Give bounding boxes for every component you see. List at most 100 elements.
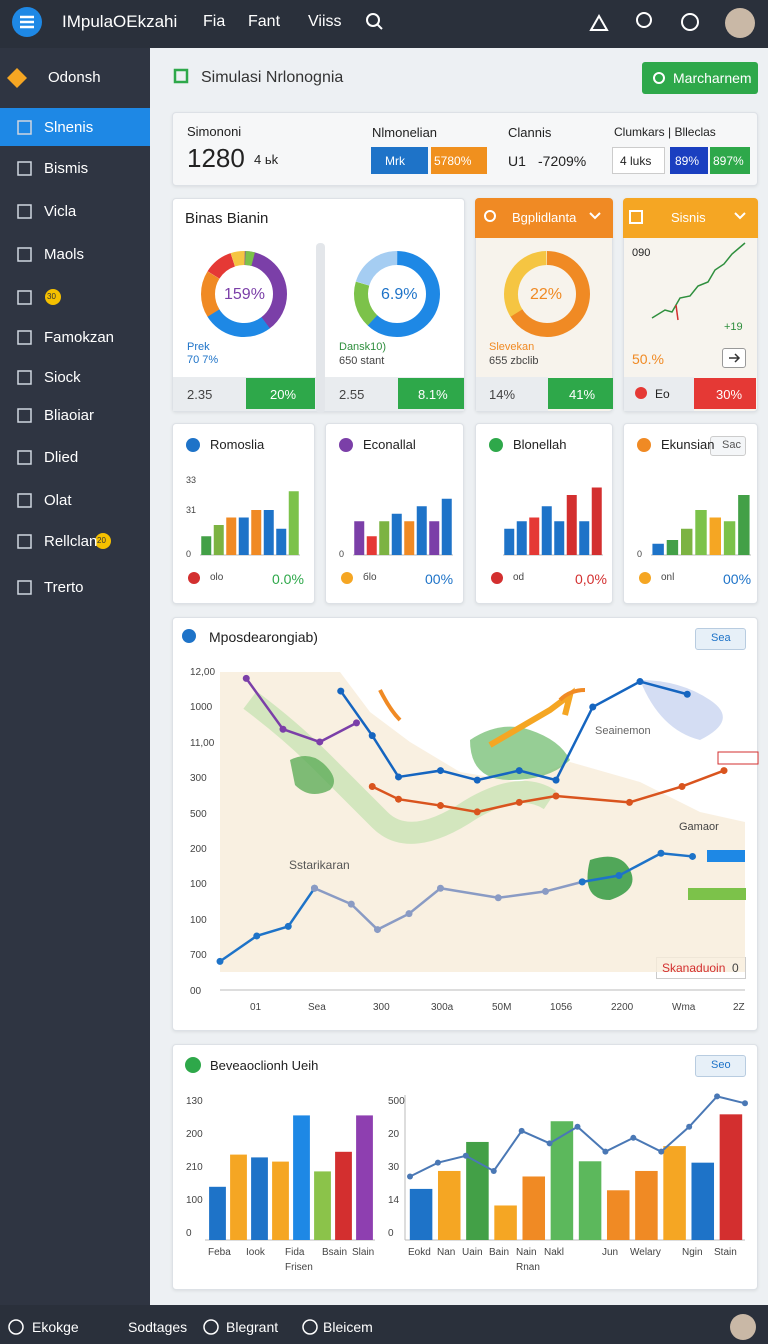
point (374, 926, 381, 934)
nav-icon (17, 330, 32, 345)
point (657, 849, 665, 857)
nav-icon (17, 290, 32, 305)
brand: Odonsh (48, 69, 101, 86)
badge (398, 378, 464, 409)
bar (404, 521, 415, 555)
arrow-icon (729, 353, 741, 363)
user-icon[interactable] (636, 12, 652, 28)
nav-item[interactable]: Olat (44, 492, 72, 509)
bar (379, 521, 390, 555)
x-tick-label: Bain (489, 1247, 510, 1258)
nav-item[interactable]: Famokzan (44, 329, 115, 346)
nav-item[interactable]: Fant (248, 13, 281, 30)
home-icon[interactable] (589, 13, 609, 31)
y-tick-label: 0 (186, 549, 192, 559)
legend-text: olo (210, 572, 224, 583)
badge (694, 378, 756, 409)
point (658, 1148, 665, 1155)
search-icon (376, 23, 383, 30)
primary-button[interactable] (642, 62, 758, 94)
y-tick-label: 0 (388, 1228, 394, 1239)
small-button[interactable] (695, 1055, 746, 1077)
nav-icon (17, 408, 32, 423)
bar (429, 521, 440, 555)
sparkline-marker (675, 304, 679, 321)
nav-item[interactable]: Rellclan (44, 533, 98, 550)
clock-icon[interactable] (681, 13, 699, 31)
label: 2.55 (339, 387, 365, 402)
x-tick-label: Stain (714, 1247, 737, 1258)
nav-item[interactable]: Bismis (44, 160, 89, 177)
nav-item[interactable]: Bliaoiar (44, 407, 95, 424)
x-axis-label: Frisen (285, 1262, 313, 1273)
chevron[interactable] (589, 212, 746, 220)
point (437, 767, 444, 775)
point (353, 719, 360, 727)
label: 20% (270, 387, 297, 402)
y-tick-label: 100 (186, 1195, 203, 1206)
point (347, 900, 355, 908)
point (395, 773, 402, 781)
point (368, 732, 376, 740)
button-text: Sac (722, 439, 741, 451)
small-button[interactable] (710, 436, 746, 456)
y-tick-label: 500 (388, 1096, 405, 1107)
annotation: Sstarikaran (289, 858, 350, 872)
badge (548, 378, 613, 409)
bar (522, 1176, 546, 1240)
legend-value: 00% (723, 571, 752, 587)
point (494, 894, 502, 902)
bar (466, 1141, 489, 1240)
y-tick-label: 00 (190, 985, 202, 997)
nav-item[interactable]: Vicla (44, 203, 77, 220)
small-button[interactable] (695, 628, 746, 650)
nav-item[interactable]: Maols (44, 246, 85, 263)
nav-item[interactable]: Dlied (44, 449, 79, 466)
label: 897% (713, 154, 744, 168)
card-icon (637, 438, 651, 452)
footer-item[interactable]: Bleicem (323, 1319, 373, 1335)
nav-icon (17, 161, 32, 176)
bar (288, 491, 299, 555)
line-series (219, 887, 316, 963)
y-tick-label: 210 (186, 1162, 203, 1173)
avatar[interactable] (725, 8, 755, 38)
bar (409, 1188, 433, 1240)
x-tick-label: 50M (492, 1002, 512, 1013)
label: 650 stant (339, 355, 385, 367)
label: 4 luks (620, 154, 652, 168)
y-tick-label: 0 (637, 549, 643, 559)
point (630, 1134, 637, 1141)
y-tick-label: 300 (190, 773, 207, 785)
bar (416, 506, 427, 555)
active-item[interactable] (0, 108, 150, 146)
nav-item[interactable]: Trerto (44, 579, 84, 596)
point (490, 1167, 497, 1174)
footer-item[interactable]: Blegrant (226, 1319, 279, 1335)
label: 2.35 (187, 387, 213, 402)
nav-item[interactable]: Siock (44, 369, 81, 386)
footer-item[interactable]: Sodtages (128, 1319, 188, 1335)
point (437, 884, 444, 892)
sparkline (651, 242, 746, 319)
label: 4 ьk (254, 152, 279, 167)
footer-icon[interactable] (8, 1319, 24, 1335)
x-tick-label: 2Z (733, 1002, 745, 1013)
avatar[interactable] (730, 1314, 756, 1340)
line-series (314, 880, 583, 932)
footer-icon[interactable] (203, 1319, 219, 1335)
nav-item[interactable]: Viiss (308, 13, 342, 30)
legend-text: od (513, 572, 525, 583)
nav-icon (17, 534, 32, 549)
bar (504, 528, 515, 555)
point (368, 782, 376, 790)
nav-item[interactable]: Fia (203, 13, 226, 30)
footer-icon[interactable] (302, 1319, 318, 1335)
point (434, 1159, 441, 1166)
legend-dot (639, 572, 651, 584)
search-icon[interactable] (366, 13, 380, 27)
footer-item[interactable]: Ekokge (32, 1319, 79, 1335)
bar (437, 1170, 461, 1240)
nav-item[interactable]: Slnenis (44, 119, 94, 136)
